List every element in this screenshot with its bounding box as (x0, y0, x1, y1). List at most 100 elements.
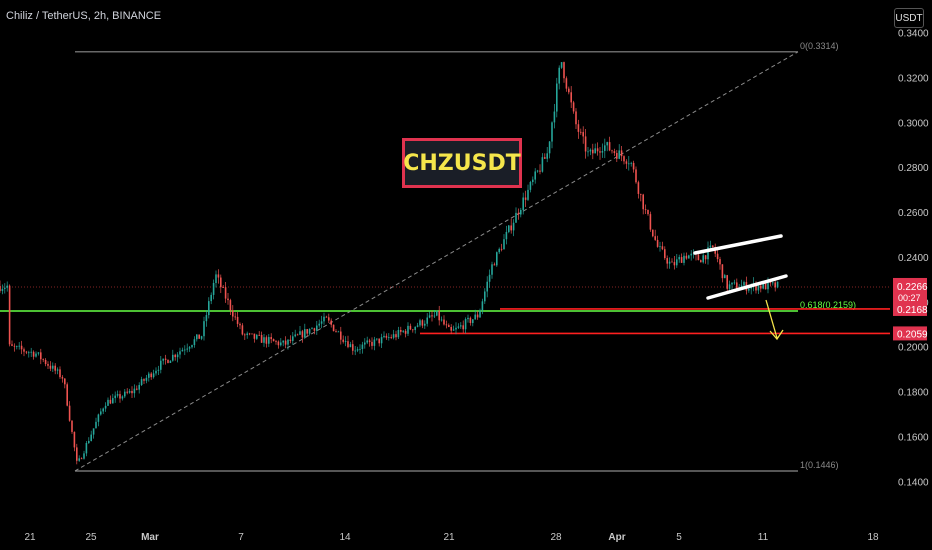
candle-body (174, 354, 176, 358)
candle-body (184, 349, 186, 351)
candle-body (8, 285, 11, 345)
candle-body (143, 379, 145, 381)
candle-body (587, 151, 589, 153)
symbol-title[interactable]: Chiliz / TetherUS, 2h, BINANCE (6, 10, 162, 22)
time-axis[interactable]: 21 25 Mar 7 14 21 28 Apr 5 11 18 (24, 532, 879, 543)
candle-body (731, 282, 733, 285)
candle-body (109, 399, 112, 404)
candle-body (61, 377, 64, 379)
candle-body (548, 141, 551, 154)
candle-body (155, 370, 157, 374)
candle-body (774, 282, 776, 288)
candle-body (179, 351, 181, 355)
candle-body (220, 277, 222, 288)
candle-body (419, 320, 421, 326)
candle-body (748, 288, 750, 291)
candle-body (59, 369, 61, 378)
candle-body (671, 261, 673, 263)
candle-body (44, 359, 47, 365)
candle-body (443, 319, 445, 325)
candle-body (395, 334, 397, 338)
candle-body (414, 326, 416, 330)
chart-drawings[interactable] (693, 234, 788, 341)
candle-body (656, 239, 659, 247)
candle-body (755, 282, 757, 291)
forecast-arrow-shaft (765, 299, 778, 339)
candle-body (280, 342, 282, 346)
candle-body (30, 351, 32, 353)
candle-body (138, 385, 140, 390)
candle-body (162, 358, 164, 361)
candle-body (316, 325, 318, 331)
fib-level-label: 0(0.3314) (800, 41, 839, 51)
time-tick-label: 28 (550, 532, 562, 543)
candle-body (508, 225, 510, 232)
candle-body (664, 249, 666, 259)
candle-body (654, 236, 656, 240)
candle-body (388, 337, 390, 338)
candle-body (486, 281, 488, 292)
candle-body (368, 340, 371, 342)
candle-body (282, 340, 284, 343)
price-axis[interactable]: 0.3400 0.3200 0.3000 0.2800 0.2600 0.2400 0.22… (898, 29, 929, 489)
candle-body (128, 390, 131, 393)
candle-body (601, 150, 604, 153)
candle-body (553, 111, 556, 123)
candle-body (760, 285, 762, 289)
candle-body (628, 163, 630, 165)
candle-body (736, 282, 738, 289)
price-tick-label: 0.1800 (898, 388, 929, 399)
candle-body (126, 391, 128, 393)
candle-body (361, 344, 364, 349)
candle-body (668, 261, 671, 264)
candle-body (104, 405, 107, 409)
candle-body (541, 157, 544, 172)
candle-body (76, 447, 78, 461)
candle-body (150, 373, 152, 378)
candle-body (445, 324, 448, 326)
candle-body (613, 151, 616, 154)
candle-body (620, 150, 623, 157)
candle-body (140, 379, 143, 386)
fib-trend-line (74, 51, 799, 472)
candle-body (630, 162, 632, 164)
currency-button[interactable]: USDT (894, 8, 924, 28)
candle-body (510, 225, 512, 231)
candle-body (325, 316, 328, 318)
candle-body (275, 341, 277, 342)
candle-body (479, 310, 481, 318)
candle-body (505, 231, 508, 240)
candle-body (119, 394, 121, 399)
candle-body (385, 335, 388, 338)
candle-body (599, 151, 601, 153)
candle-body (568, 88, 570, 93)
time-tick-label: 7 (238, 532, 244, 543)
candle-body (556, 83, 558, 112)
candle-body (649, 214, 652, 230)
candle-body (469, 317, 472, 324)
candle-body (769, 281, 772, 283)
candle-body (198, 334, 200, 339)
candle-body (258, 334, 260, 336)
candle-body (270, 337, 272, 340)
candle-body (352, 344, 354, 351)
candle-body (604, 145, 606, 151)
candle-body (457, 326, 460, 328)
candle-body (685, 255, 688, 259)
candle-body (95, 421, 97, 429)
candle-body (328, 317, 330, 321)
time-tick-label: 21 (24, 532, 36, 543)
candle-body (56, 369, 59, 371)
candle-body (709, 245, 712, 248)
candle-body (474, 314, 476, 320)
time-tick-label: Mar (141, 532, 159, 543)
candle-body (452, 329, 455, 331)
candle-body (248, 333, 251, 335)
candle-body (102, 408, 104, 412)
candle-body (400, 329, 402, 332)
time-tick-label: 18 (867, 532, 879, 543)
candle-body (503, 239, 505, 250)
fibonacci-retracement[interactable]: 0(0.3314) 0.618(0.2159) 1(0.1446) (0, 41, 890, 472)
